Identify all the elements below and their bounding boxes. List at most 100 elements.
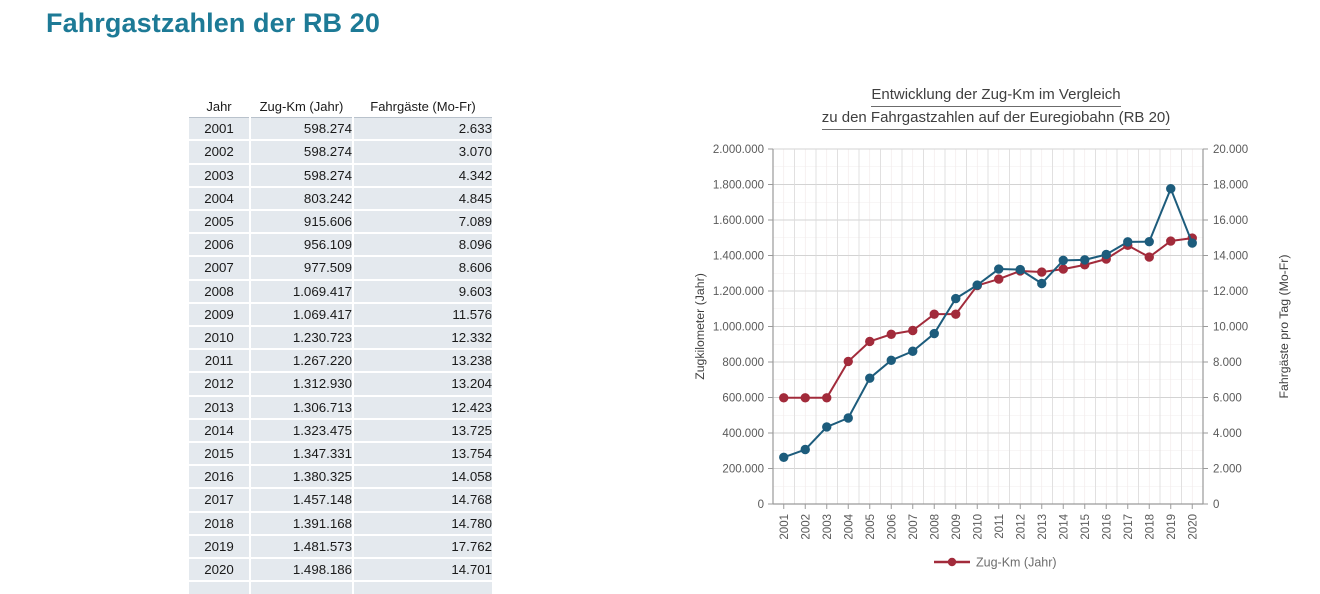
cell-zugkm: 598.274	[250, 117, 354, 142]
cell-jahr: 2017	[189, 488, 251, 513]
table-row: 2008 1.069.417 9.603	[189, 279, 492, 304]
series-marker-2	[1123, 237, 1133, 247]
table-row: 2017 1.457.148 14.768	[189, 488, 492, 513]
cell-jahr: 2010	[189, 326, 251, 351]
series-marker-1	[951, 309, 961, 319]
cell-jahr: 2002	[189, 140, 251, 165]
cell-fahrgaeste: 8.606	[353, 256, 492, 281]
cell-jahr: 2020	[189, 558, 251, 583]
y-axis-left-tick-label: 1.200.000	[713, 286, 764, 298]
series-marker-1	[1058, 264, 1068, 274]
series-marker-1	[994, 274, 1004, 284]
x-axis-tick-label: 2001	[779, 514, 791, 540]
table-header: Jahr Zug-Km (Jahr) Fahrgäste (Mo-Fr)	[189, 96, 492, 119]
chart-container: Entwicklung der Zug-Km im Vergleich zu d…	[686, 84, 1306, 584]
cell-zugkm: 1.347.331	[250, 442, 354, 467]
series-marker-2	[1101, 249, 1111, 260]
table-row: 2018 1.391.168 14.780	[189, 511, 492, 536]
y-axis-right-tick-label: 8.000	[1213, 357, 1242, 369]
series-marker-1	[1037, 267, 1047, 277]
table-row: 2020 1.498.186 14.701	[189, 558, 492, 583]
x-axis-tick-label: 2016	[1101, 514, 1113, 540]
y-axis-right-tick-label: 10.000	[1213, 322, 1248, 334]
table-row: 2005 915.606 7.089	[189, 210, 492, 235]
series-marker-1	[822, 393, 832, 403]
chart-title: Entwicklung der Zug-Km im Vergleich zu d…	[686, 84, 1306, 130]
cell-zugkm: 1.312.930	[250, 372, 354, 397]
y-axis-right-tick-label: 16.000	[1213, 215, 1248, 227]
series-marker-2	[800, 444, 810, 455]
cell-zugkm: 598.274	[250, 163, 354, 188]
table-row: 2015 1.347.331 13.754	[189, 442, 492, 467]
series-marker-2	[972, 280, 982, 290]
series-marker-2	[843, 413, 853, 423]
cell-jahr: 2005	[189, 210, 251, 235]
cell-jahr: 2013	[189, 395, 251, 420]
cell-zugkm: 1.069.417	[250, 302, 354, 328]
series-marker-2	[1144, 236, 1154, 247]
table-row: 2011 1.267.220 13.238	[189, 349, 492, 374]
series-marker-1	[1166, 236, 1176, 246]
cell-fahrgaeste: 14.780	[353, 511, 492, 536]
cell-fahrgaeste: 12.423	[353, 395, 492, 420]
x-axis-tick-label: 2017	[1123, 514, 1135, 540]
table-row: 2009 1.069.417 11.576	[189, 302, 492, 328]
series-marker-1	[779, 393, 789, 403]
cell-jahr: 2003	[189, 163, 251, 188]
y-axis-right-tick-label: 18.000	[1213, 180, 1248, 192]
y-axis-left-tick-label: 1.400.000	[713, 251, 764, 263]
x-axis-tick-label: 2010	[972, 514, 984, 540]
cell-zugkm: 915.606	[250, 210, 354, 235]
series-marker-2	[1166, 184, 1176, 194]
table-row: 2002 598.274 3.070	[189, 140, 492, 165]
cell-jahr: 2019	[189, 534, 251, 560]
cell-fahrgaeste: 14.701	[353, 558, 492, 583]
cell-zugkm: 1.457.148	[250, 488, 354, 513]
series-marker-1	[908, 325, 918, 336]
x-axis-tick-label: 2019	[1166, 514, 1178, 540]
series-marker-2	[822, 422, 832, 432]
series-marker-1	[865, 336, 875, 347]
cell-fahrgaeste: 12.332	[353, 326, 492, 351]
table-row: 2012 1.312.930 13.204	[189, 372, 492, 397]
spacer-cell	[250, 581, 354, 594]
x-axis-tick-label: 2004	[843, 513, 855, 539]
cell-jahr: 2018	[189, 511, 251, 536]
cell-fahrgaeste: 3.070	[353, 140, 492, 165]
cell-fahrgaeste: 14.768	[353, 488, 492, 513]
cell-zugkm: 1.498.186	[250, 558, 354, 583]
page-title: Fahrgastzahlen der RB 20	[46, 8, 380, 38]
cell-zugkm: 598.274	[250, 140, 354, 165]
x-axis-tick-label: 2014	[1058, 513, 1070, 539]
cell-fahrgaeste: 13.238	[353, 349, 492, 374]
cell-jahr: 2015	[189, 442, 251, 467]
y-axis-right-tick-label: 2.000	[1213, 464, 1242, 476]
chart-title-line-2: zu den Fahrgastzahlen auf der Euregiobah…	[821, 107, 1171, 130]
series-marker-2	[1037, 278, 1047, 289]
series-marker-2	[779, 452, 789, 462]
table-row: 2019 1.481.573 17.762	[189, 534, 492, 560]
spacer-cell	[189, 581, 251, 594]
column-header-jahr: Jahr	[189, 96, 251, 119]
table-row: 2004 803.242 4.845	[189, 186, 492, 212]
chart-plot: 0 200.000 400.000 600.000 800.000 1.000.000 1.…	[693, 144, 1291, 570]
series-marker-2	[865, 373, 875, 383]
y-axis-right-tick-label: 0	[1213, 499, 1219, 511]
cell-zugkm: 977.509	[250, 256, 354, 281]
table-header-row: Jahr Zug-Km (Jahr) Fahrgäste (Mo-Fr)	[189, 96, 492, 119]
table-row: 2003 598.274 4.342	[189, 163, 492, 188]
cell-zugkm: 1.391.168	[250, 511, 354, 536]
x-axis-tick-label: 2011	[994, 514, 1006, 539]
table-spacer-row	[189, 581, 492, 594]
series-marker-2	[886, 355, 896, 365]
series-marker-2	[994, 264, 1004, 274]
cell-fahrgaeste: 7.089	[353, 210, 492, 235]
x-axis-tick-label: 2008	[929, 514, 941, 540]
table-row: 2001 598.274 2.633	[189, 117, 492, 142]
x-axis-tick-label: 2012	[1015, 514, 1027, 540]
cell-jahr: 2001	[189, 117, 251, 142]
cell-zugkm: 956.109	[250, 233, 354, 258]
table-row: 2006 956.109 8.096	[189, 233, 492, 258]
cell-zugkm: 1.323.475	[250, 418, 354, 444]
cell-fahrgaeste: 13.754	[353, 442, 492, 467]
